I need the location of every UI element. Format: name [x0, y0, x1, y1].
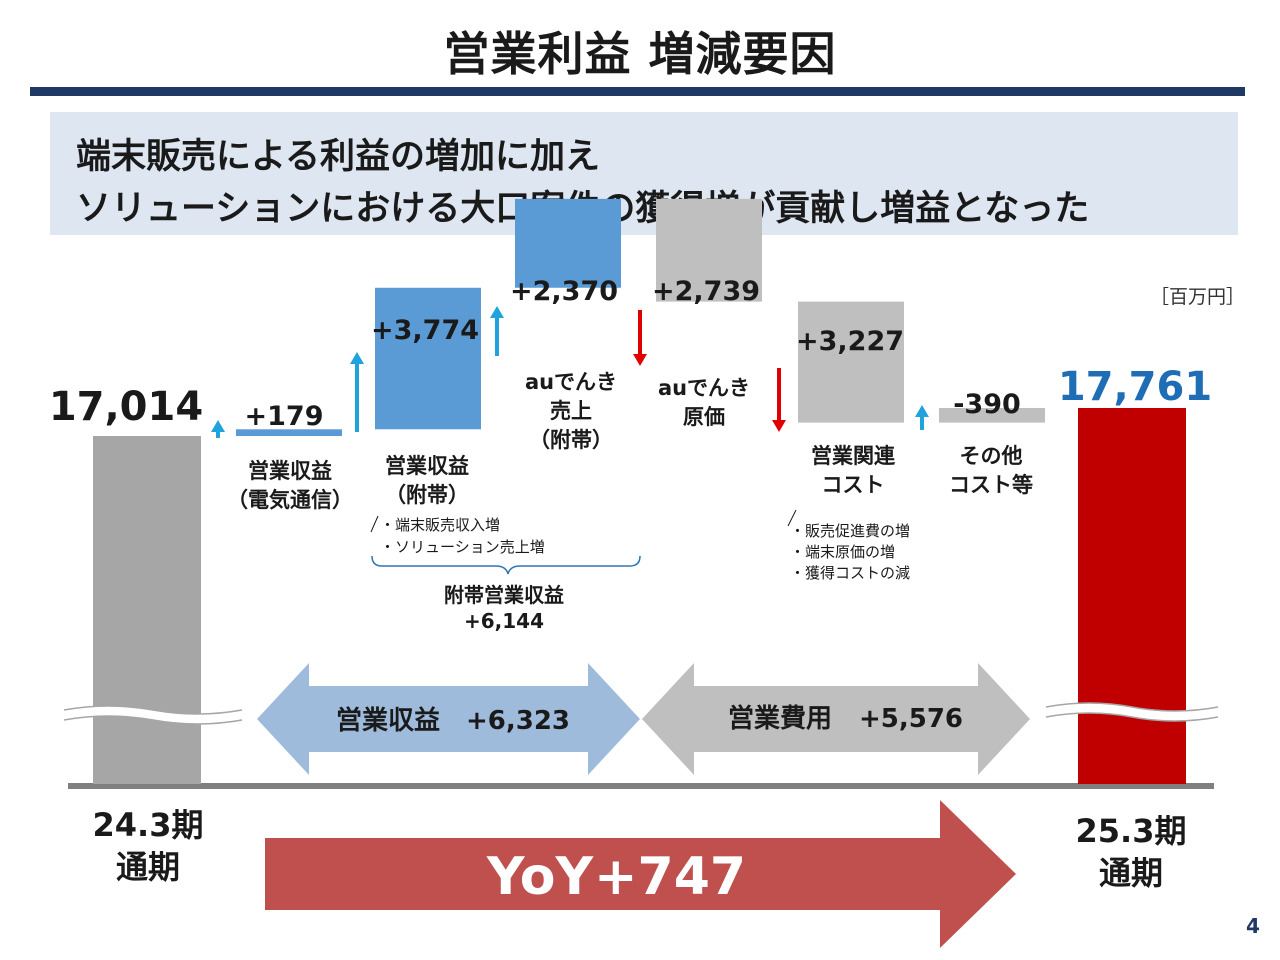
axis-break-left-line-top	[63, 705, 243, 715]
start-period-line-2: 通期	[116, 848, 180, 886]
bar-step-4	[656, 198, 762, 302]
cost-note-1: ・販売促進費の増	[790, 522, 910, 540]
end-period-line-2: 通期	[1099, 854, 1163, 892]
arrow-step-3-head	[490, 306, 504, 318]
category-label-step-4-line-1: auでんき	[658, 376, 750, 400]
category-label-step-6-line-2: コスト等	[949, 473, 1033, 497]
category-label-step-3-line-1: auでんき	[525, 370, 617, 394]
subtotal-brace	[371, 555, 641, 575]
cost-note-pointer	[787, 509, 797, 527]
cost-note-2: ・端末原価の増	[790, 543, 895, 561]
bar-step-6	[939, 407, 1045, 423]
page-number: 4	[1246, 914, 1260, 938]
delta-label-step-4: +2,739	[652, 276, 760, 307]
revenue-note-1: ・端末販売収入増	[380, 516, 500, 534]
bar-start	[93, 436, 201, 784]
subtotal-value: +6,144	[464, 609, 544, 633]
bar-step-1	[236, 429, 342, 436]
page-title: 営業利益 増減要因	[443, 27, 837, 81]
arrow-step-5-head	[772, 420, 786, 432]
title-divider	[30, 87, 1245, 96]
start-value-label: 17,014	[49, 384, 203, 430]
summary-box	[50, 112, 1238, 235]
delta-label-step-1: +179	[245, 401, 324, 432]
cost-note-3: ・獲得コストの減	[790, 564, 910, 582]
axis-break-right-gap	[1045, 703, 1219, 721]
delta-label-step-5: +3,227	[796, 326, 904, 357]
axis-break-right-line-top	[1045, 702, 1219, 712]
cost-band-label: 営業費用	[728, 704, 832, 734]
subtotal-label: 附帯営業収益	[444, 583, 564, 607]
end-period-line-1: 25.3期	[1076, 812, 1187, 850]
bar-step-5	[798, 301, 904, 423]
category-label-step-4-line-2: 原価	[683, 405, 725, 429]
delta-label-step-3: +2,370	[510, 276, 618, 307]
category-label-step-3-line-2: 売上	[550, 399, 592, 423]
yoy-value: +747	[594, 847, 746, 907]
bar-step-3	[515, 198, 621, 288]
category-label-step-6-line-1: その他	[960, 444, 1023, 468]
category-label-step-1-line-1: 営業収益	[248, 459, 332, 483]
revenue-band-label: 営業収益	[336, 706, 440, 736]
category-label-step-2-line-1: 営業収益	[385, 454, 469, 478]
arrow-step-6-head	[915, 405, 929, 417]
cost-double-arrow	[642, 663, 1030, 775]
bar-end	[1078, 407, 1186, 784]
summary-line-1: 端末販売による利益の増加に加え	[76, 137, 600, 177]
delta-label-step-2: +3,774	[371, 315, 479, 346]
category-label-step-3-line-3: （附帯）	[529, 428, 613, 452]
end-value-label: 17,761	[1058, 364, 1212, 410]
bar-step-2	[375, 287, 481, 430]
yoy-arrow	[265, 800, 1016, 948]
axis-break-left-gap	[63, 706, 243, 724]
axis-break-right-line-bottom	[1045, 712, 1219, 722]
category-label-step-2-line-2: （附帯）	[385, 483, 469, 507]
cost-band-value: +5,576	[859, 704, 963, 734]
delta-label-step-6: -390	[953, 389, 1021, 420]
yoy-label: YoY	[486, 847, 595, 907]
revenue-double-arrow	[257, 663, 640, 775]
revenue-band-value: +6,323	[466, 706, 570, 736]
category-label-step-5-line-2: コスト	[822, 473, 885, 497]
start-period-line-1: 24.3期	[93, 806, 204, 844]
arrow-step-4-head	[633, 354, 647, 366]
revenue-note-pointer	[370, 515, 379, 533]
unit-label: ［百万円］	[1150, 286, 1246, 308]
category-label-step-5-line-1: 営業関連	[811, 444, 896, 468]
category-label-step-1-line-2: （電気通信）	[227, 488, 353, 512]
arrow-step-2-head	[350, 352, 364, 364]
arrow-step-1-head	[211, 420, 225, 432]
revenue-note-2: ・ソリューション売上増	[380, 538, 545, 556]
axis-break-left-line-bottom	[63, 715, 243, 725]
